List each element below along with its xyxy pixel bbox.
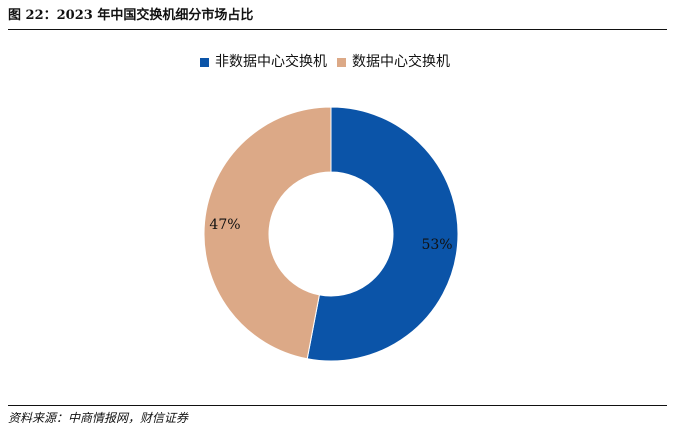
figure-title: 图 22：2023 年中国交换机细分市场占比 xyxy=(8,8,254,23)
legend-swatch-datacenter xyxy=(337,57,346,67)
legend-item-datacenter: 数据中心交换机 xyxy=(337,53,450,71)
donut-slice-datacenter xyxy=(203,106,332,360)
slice-label-datacenter: 47% xyxy=(209,217,240,233)
figure-footer: 资料来源：中商情报网，财信证券 xyxy=(8,405,667,433)
legend-swatch-non-datacenter xyxy=(200,57,209,67)
figure-header: 图 22：2023 年中国交换机细分市场占比 xyxy=(8,6,667,30)
legend-item-non-datacenter: 非数据中心交换机 xyxy=(200,53,327,71)
source-note: 资料来源：中商情报网，财信证券 xyxy=(8,411,189,425)
legend-label-datacenter: 数据中心交换机 xyxy=(352,54,450,70)
donut-slice-non-datacenter xyxy=(306,106,459,362)
slice-label-non-datacenter: 53% xyxy=(421,237,452,253)
legend-label-non-datacenter: 非数据中心交换机 xyxy=(215,54,327,70)
chart-legend: 非数据中心交换机 数据中心交换机 xyxy=(200,53,450,71)
